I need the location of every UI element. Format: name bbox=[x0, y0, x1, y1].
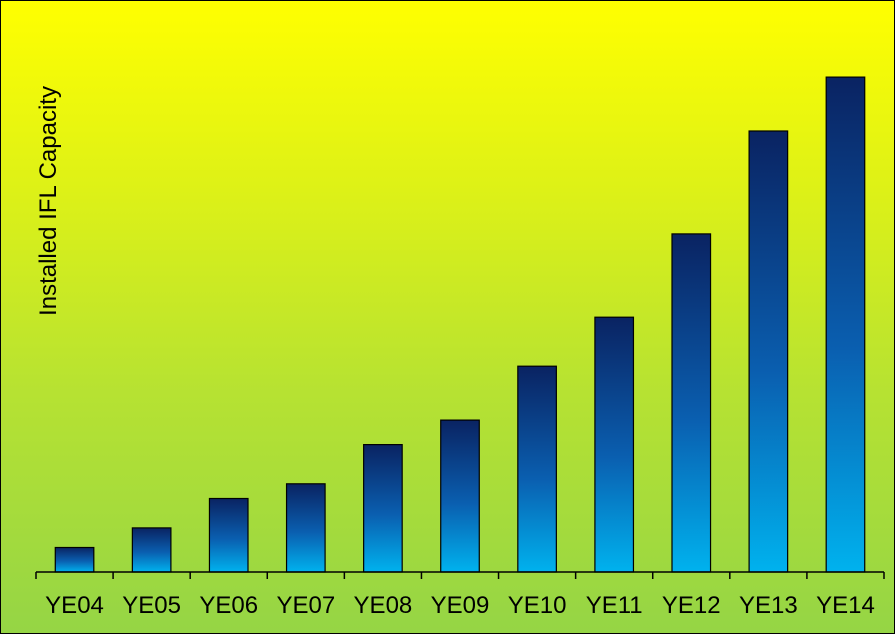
bar-ye06 bbox=[208, 497, 249, 573]
x-tick-label-ye14: YE14 bbox=[816, 592, 875, 619]
x-tick-label-ye06: YE06 bbox=[199, 592, 258, 619]
bar-ye12 bbox=[671, 233, 712, 573]
bar-ye14 bbox=[825, 76, 866, 573]
x-tick-label-ye11: YE11 bbox=[586, 592, 643, 619]
bars-group bbox=[54, 76, 866, 573]
x-tick-label-ye09: YE09 bbox=[431, 592, 490, 619]
x-tick-label-ye08: YE08 bbox=[354, 592, 413, 619]
bar-ye05 bbox=[131, 527, 172, 573]
bar-ye10 bbox=[517, 365, 557, 573]
y-axis-label: Installed IFL Capacity bbox=[35, 86, 62, 316]
bar-ye11 bbox=[594, 316, 635, 573]
x-tick-label-ye04: YE04 bbox=[45, 592, 104, 619]
bar-ye08 bbox=[363, 444, 403, 573]
x-tick-labels-group: YE04 YE05 YE06 YE07 YE08 YE09 YE10 YE11 YE12 YE13… bbox=[45, 592, 875, 619]
bar-ye04 bbox=[54, 546, 95, 573]
x-tick-label-ye05: YE05 bbox=[122, 592, 181, 619]
x-tick-label-ye13: YE13 bbox=[739, 592, 798, 619]
bar-ye13 bbox=[748, 130, 789, 573]
x-tick-label-ye12: YE12 bbox=[662, 592, 721, 619]
x-ticks-group bbox=[35, 572, 885, 579]
bar-ye07 bbox=[285, 483, 326, 573]
bar-ye09 bbox=[440, 419, 480, 573]
x-tick-label-ye10: YE10 bbox=[508, 592, 567, 619]
x-tick-label-ye07: YE07 bbox=[276, 592, 335, 619]
